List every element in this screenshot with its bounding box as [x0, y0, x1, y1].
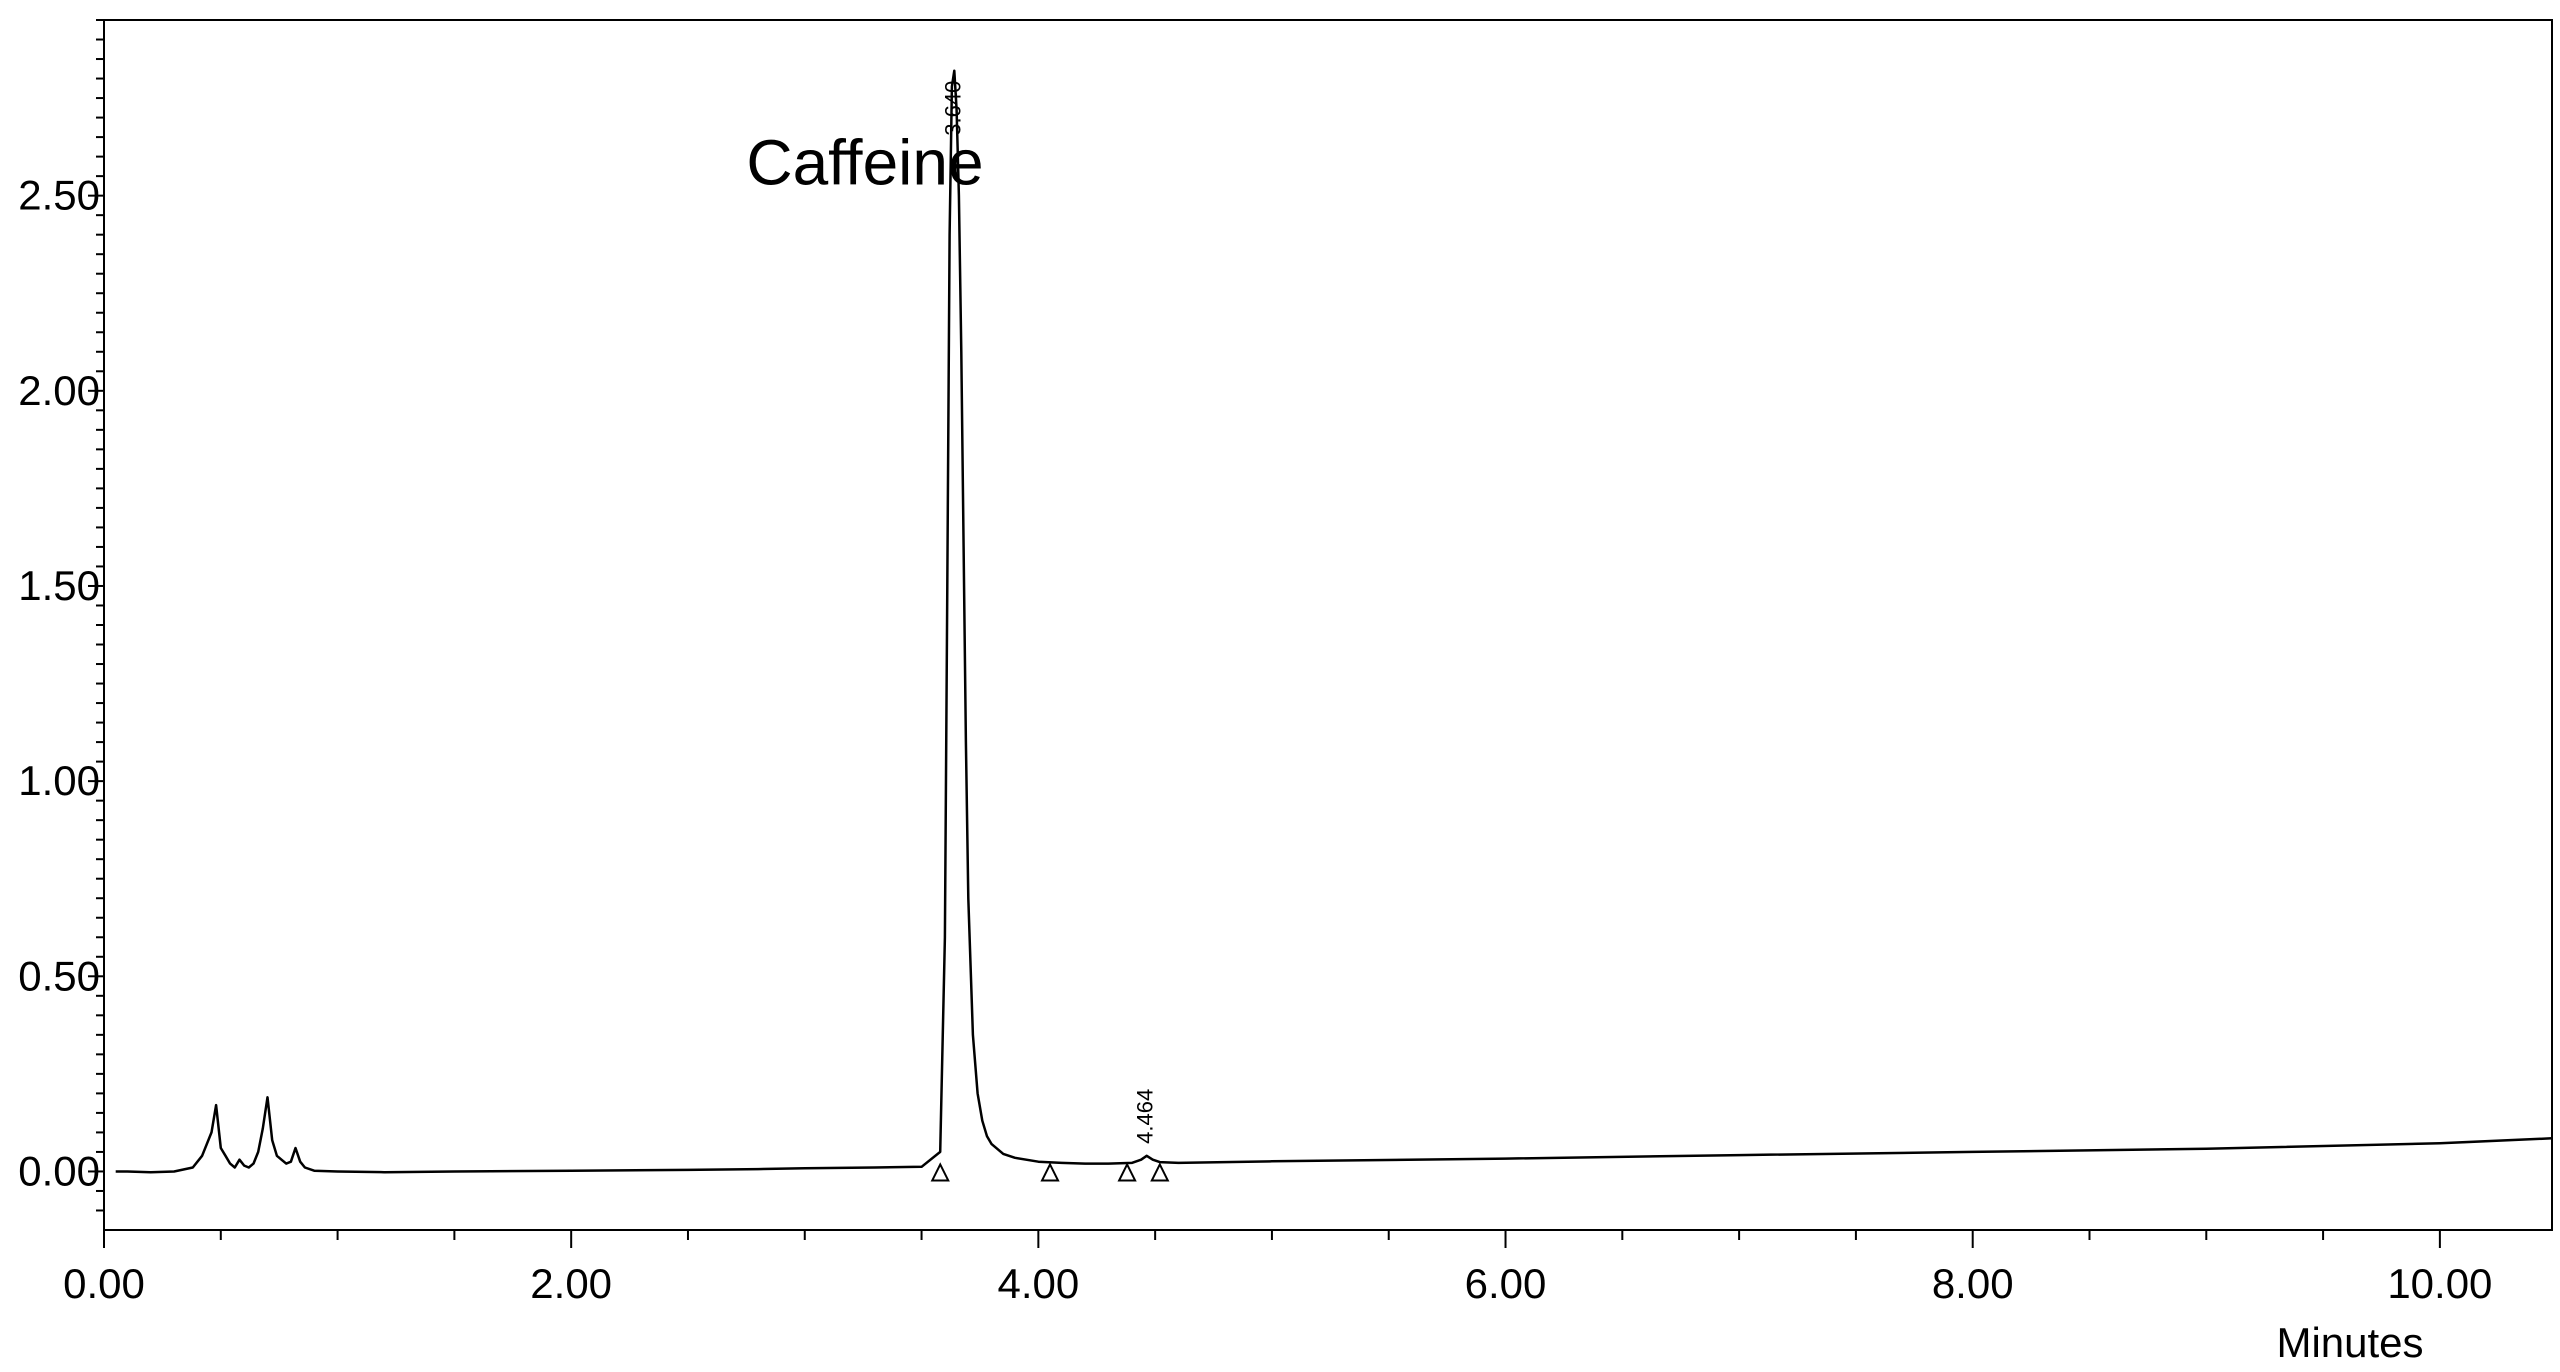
series-layer	[115, 69, 2553, 1174]
y-tick-label: 2.50	[18, 172, 100, 219]
x-tick-label: 6.00	[1465, 1260, 1547, 1307]
x-axis-title: Minutes	[2276, 1319, 2423, 1366]
y-tick-label: 2.00	[18, 367, 100, 414]
baseline-markers	[930, 1162, 1170, 1182]
baseline-marker	[930, 1162, 950, 1182]
plot-frame	[103, 19, 2553, 1231]
y-tick-label: 0.50	[18, 952, 100, 999]
x-axis: 0.00 2.00 4.00 6.00 8.00 10.00	[63, 1230, 2492, 1307]
y-tick-label: 0.00	[18, 1147, 100, 1194]
baseline-marker	[1117, 1162, 1137, 1182]
x-tick-label: 4.00	[997, 1260, 1079, 1307]
baseline-marker	[1040, 1162, 1060, 1182]
caffeine-annotation: Caffeine	[746, 126, 983, 198]
x-tick-label: 0.00	[63, 1260, 145, 1307]
baseline-marker	[1150, 1162, 1170, 1182]
peak-label: 3.640	[940, 81, 965, 136]
x-tick-label: 10.00	[2387, 1260, 2492, 1307]
y-tick-label: 1.00	[18, 757, 100, 804]
chromatogram-trace	[115, 69, 2553, 1174]
peak-label: 4.464	[1133, 1089, 1158, 1144]
y-tick-label: 1.50	[18, 562, 100, 609]
x-tick-label: 8.00	[1932, 1260, 2014, 1307]
x-tick-label: 2.00	[530, 1260, 612, 1307]
peak-labels: 3.640 4.464	[940, 81, 1157, 1144]
y-axis: 0.00 0.50 1.00 1.50 2.00 2.50	[18, 19, 104, 1212]
